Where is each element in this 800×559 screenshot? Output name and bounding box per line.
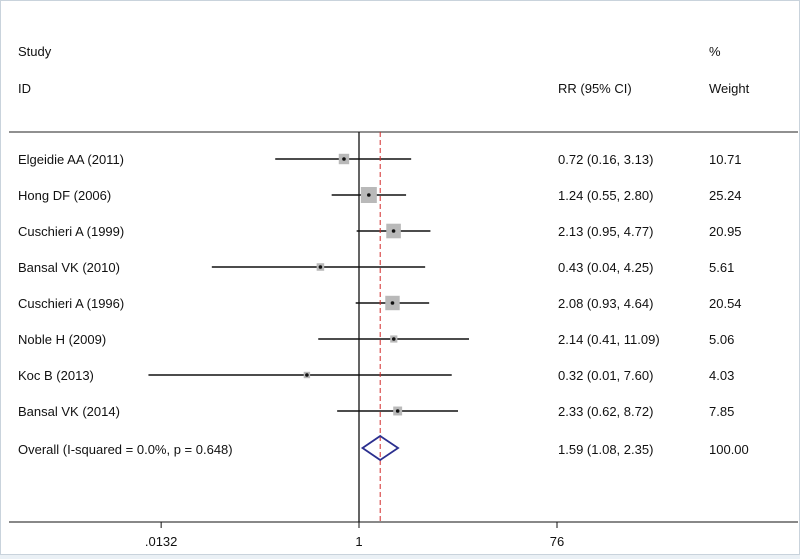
study-row: Cuschieri A (1996) 2.08 (0.93, 4.64) 20.54 (18, 295, 742, 311)
study-row: Cuschieri A (1999) 2.13 (0.95, 4.77) 20.95 (18, 223, 742, 239)
x-tick-label: 76 (550, 534, 564, 549)
study-label: Hong DF (2006) (18, 188, 111, 203)
study-label: Elgeidie AA (2011) (18, 152, 124, 167)
study-row: Bansal VK (2010) 0.43 (0.04, 4.25) 5.61 (18, 260, 734, 275)
study-ci: 2.14 (0.41, 11.09) (558, 332, 660, 347)
overall-weight: 100.00 (709, 442, 749, 457)
study-weight: 4.03 (709, 368, 734, 383)
point-estimate (305, 373, 309, 377)
study-weight: 5.06 (709, 332, 734, 347)
point-estimate (395, 409, 400, 413)
header-weight: Weight (709, 81, 750, 96)
point-estimate (342, 157, 346, 161)
study-ci: 0.43 (0.04, 4.25) (558, 260, 653, 275)
study-label: Cuschieri A (1996) (18, 296, 124, 311)
study-ci: 0.72 (0.16, 3.13) (558, 152, 653, 167)
study-rows: Elgeidie AA (2011) 0.72 (0.16, 3.13) 10.71… (18, 152, 742, 419)
study-ci: 2.08 (0.93, 4.64) (558, 296, 653, 311)
study-weight: 10.71 (709, 152, 742, 167)
overall-label: Overall (I-squared = 0.0%, p = 0.648) (18, 442, 233, 457)
study-ci: 2.33 (0.62, 8.72) (558, 404, 653, 419)
study-row: Hong DF (2006) 1.24 (0.55, 2.80) 25.24 (18, 187, 742, 203)
study-weight: 20.54 (709, 296, 742, 311)
study-ci: 2.13 (0.95, 4.77) (558, 224, 653, 239)
x-tick-label: .0132 (145, 534, 178, 549)
point-estimate (390, 301, 395, 305)
point-estimate (318, 265, 323, 269)
header-id: ID (18, 81, 31, 96)
overall-ci: 1.59 (1.08, 2.35) (558, 442, 653, 457)
study-row: Elgeidie AA (2011) 0.72 (0.16, 3.13) 10.71 (18, 152, 742, 167)
header-percent: % (709, 44, 721, 59)
study-row: Bansal VK (2014) 2.33 (0.62, 8.72) 7.85 (18, 404, 734, 419)
study-ci: 1.24 (0.55, 2.80) (558, 188, 653, 203)
study-row: Koc B (2013) 0.32 (0.01, 7.60) 4.03 (18, 368, 734, 383)
x-axis-ticks: .0132 1 76 (145, 522, 564, 549)
study-label: Bansal VK (2014) (18, 404, 120, 419)
point-estimate (391, 229, 396, 233)
study-weight: 5.61 (709, 260, 734, 275)
study-label: Noble H (2009) (18, 332, 106, 347)
header-study: Study (18, 44, 52, 59)
overall-diamond (360, 434, 400, 462)
study-label: Koc B (2013) (18, 368, 94, 383)
study-weight: 20.95 (709, 224, 742, 239)
point-estimate (391, 337, 396, 341)
study-weight: 7.85 (709, 404, 734, 419)
study-label: Bansal VK (2010) (18, 260, 120, 275)
point-estimate (367, 193, 371, 197)
x-tick-label: 1 (355, 534, 362, 549)
header-effect: RR (95% CI) (558, 81, 632, 96)
study-ci: 0.32 (0.01, 7.60) (558, 368, 653, 383)
study-weight: 25.24 (709, 188, 742, 203)
study-row: Noble H (2009) 2.14 (0.41, 11.09) 5.06 (18, 332, 734, 347)
study-label: Cuschieri A (1999) (18, 224, 124, 239)
